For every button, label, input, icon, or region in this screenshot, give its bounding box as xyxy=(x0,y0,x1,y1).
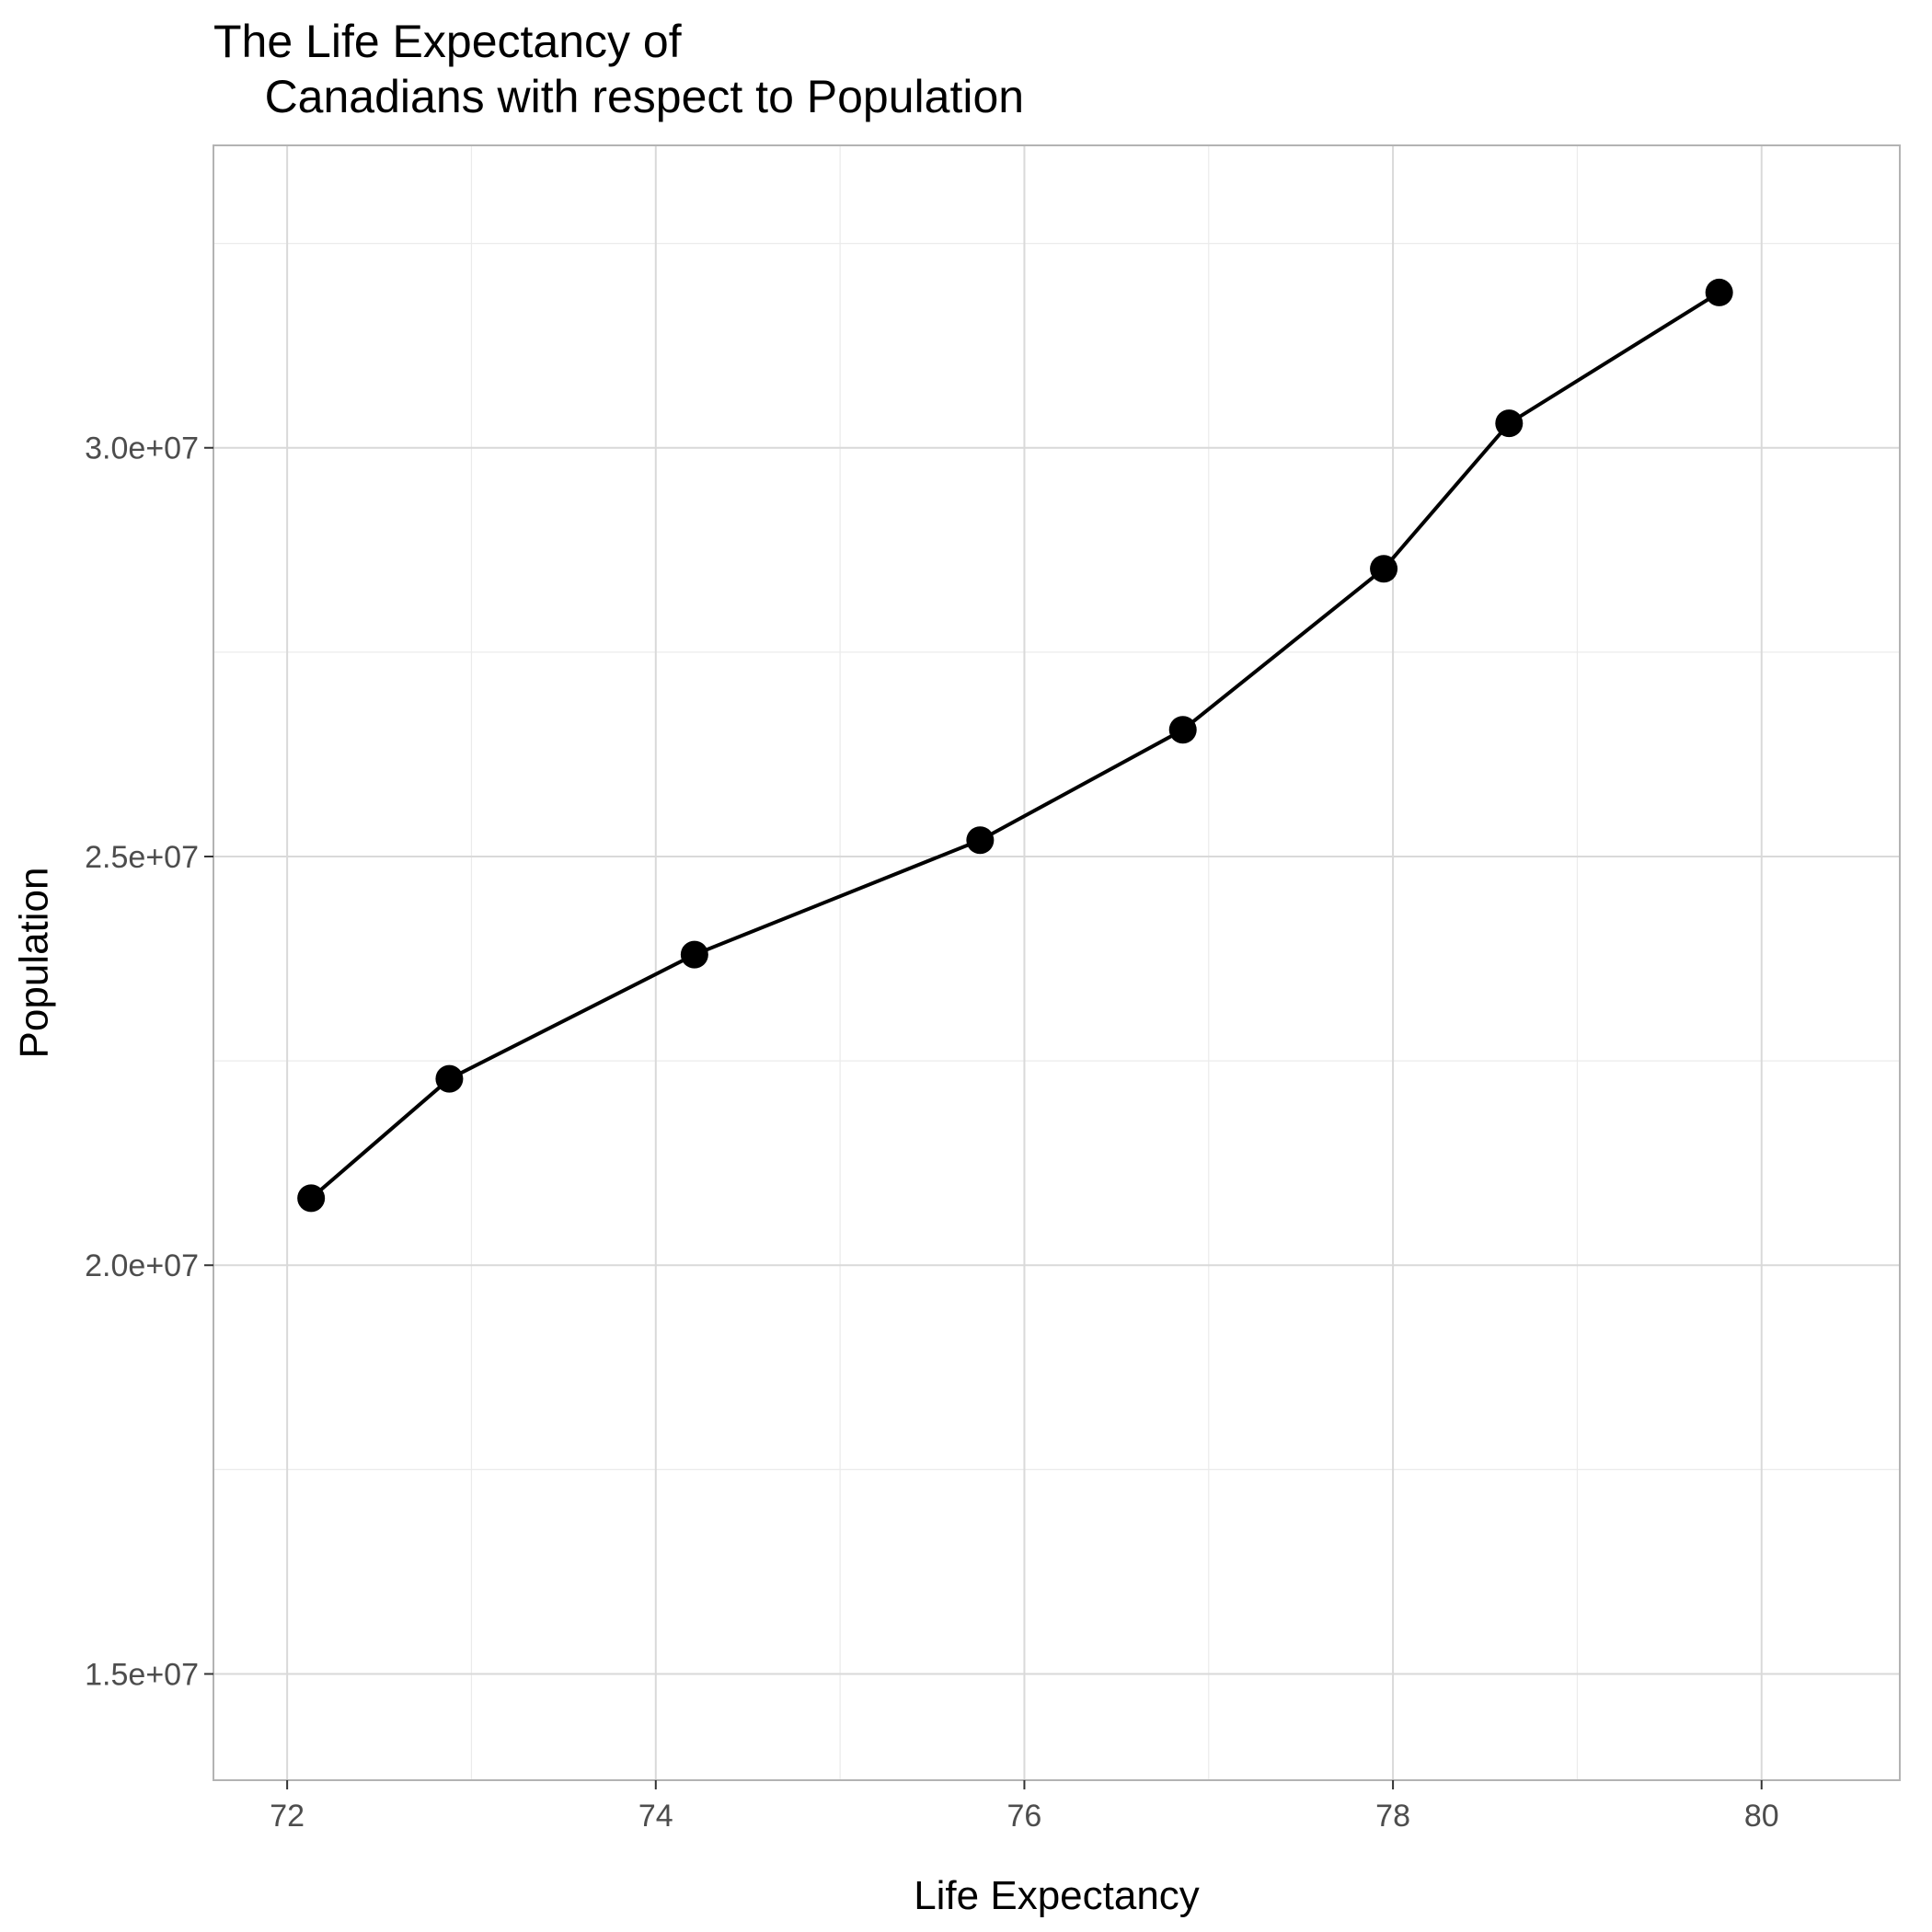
y-tick-label: 1.5e+07 xyxy=(85,1657,199,1692)
y-axis-title: Population xyxy=(12,868,57,1059)
x-tick-label: 80 xyxy=(1744,1799,1779,1834)
data-point-8 xyxy=(1705,278,1733,306)
title-line-1: The Life Expectancy of xyxy=(213,16,682,67)
data-point-5 xyxy=(1168,716,1197,744)
series xyxy=(297,278,1733,1213)
data-point-1 xyxy=(297,1184,326,1213)
x-tick-label: 72 xyxy=(270,1799,305,1834)
data-point-4 xyxy=(966,826,995,855)
data-point-6 xyxy=(1370,555,1398,583)
x-tick-label: 76 xyxy=(1007,1799,1042,1834)
y-axis: 1.5e+07 2.0e+07 2.5e+07 3.0e+07 xyxy=(85,431,213,1692)
major-gridlines xyxy=(213,145,1900,1780)
x-axis: 72 74 76 78 80 xyxy=(270,1780,1779,1834)
x-axis-title: Life Expectancy xyxy=(914,1873,1200,1918)
y-tick-label: 2.0e+07 xyxy=(85,1248,199,1283)
title-line-2: Canadians with respect to Population xyxy=(213,71,1024,122)
data-point-3 xyxy=(680,940,708,969)
data-point-7 xyxy=(1495,409,1524,438)
series-line xyxy=(309,291,1720,1200)
plot-panel-border xyxy=(213,144,1901,1781)
data-point-2 xyxy=(435,1064,464,1093)
x-tick-label: 78 xyxy=(1375,1799,1410,1834)
chart-title: The Life Expectancy of Canadians with re… xyxy=(213,16,1024,122)
minor-gridlines xyxy=(213,145,1900,1780)
x-tick-label: 74 xyxy=(638,1799,673,1834)
y-tick-label: 3.0e+07 xyxy=(85,431,199,466)
y-tick-label: 2.5e+07 xyxy=(85,840,199,875)
